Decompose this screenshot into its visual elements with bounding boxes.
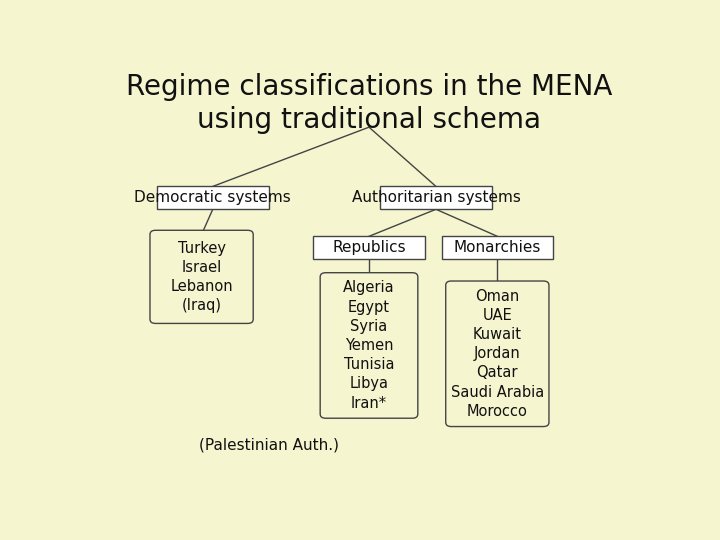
Text: Democratic systems: Democratic systems — [135, 191, 291, 205]
FancyBboxPatch shape — [380, 186, 492, 210]
FancyBboxPatch shape — [157, 186, 269, 210]
FancyBboxPatch shape — [313, 237, 425, 259]
Text: (Palestinian Auth.): (Palestinian Auth.) — [199, 438, 338, 453]
FancyBboxPatch shape — [441, 237, 553, 259]
Text: Algeria
Egypt
Syria
Yemen
Tunisia
Libya
Iran*: Algeria Egypt Syria Yemen Tunisia Libya … — [343, 280, 395, 410]
FancyBboxPatch shape — [150, 230, 253, 323]
FancyBboxPatch shape — [446, 281, 549, 427]
Text: Authoritarian systems: Authoritarian systems — [351, 191, 521, 205]
Text: Monarchies: Monarchies — [454, 240, 541, 255]
Text: Oman
UAE
Kuwait
Jordan
Qatar
Saudi Arabia
Morocco: Oman UAE Kuwait Jordan Qatar Saudi Arabi… — [451, 289, 544, 419]
Text: Republics: Republics — [332, 240, 406, 255]
Text: Regime classifications in the MENA
using traditional schema: Regime classifications in the MENA using… — [126, 73, 612, 133]
FancyBboxPatch shape — [320, 273, 418, 418]
Text: Turkey
Israel
Lebanon
(Iraq): Turkey Israel Lebanon (Iraq) — [171, 240, 233, 313]
